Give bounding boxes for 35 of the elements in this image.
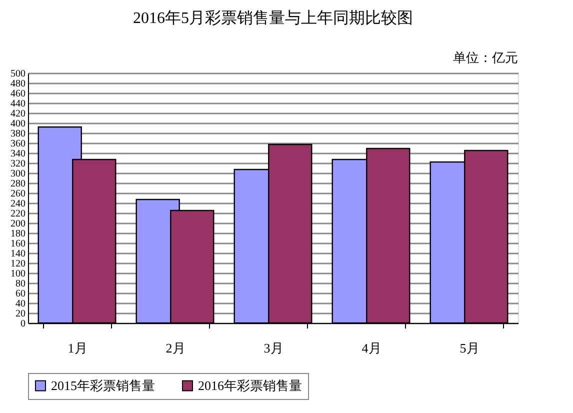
y-tick-label: 100 <box>10 268 26 280</box>
x-tick-label: 5月 <box>460 340 480 356</box>
y-tick-label: 460 <box>10 88 26 100</box>
text: 单位：亿元 <box>453 50 518 65</box>
y-tick-label: 200 <box>10 218 26 230</box>
y-tick-label: 300 <box>10 168 26 180</box>
y-tick-label: 400 <box>10 118 26 130</box>
y-tick-label: 320 <box>10 158 26 170</box>
y-tick-label: 80 <box>16 278 26 290</box>
y-tick-label: 380 <box>10 128 26 140</box>
y-tick-label: 120 <box>10 258 26 270</box>
chart-title: 2016年5月彩票销售量与上年同期比较图 <box>133 9 413 27</box>
y-tick-label: 280 <box>10 178 26 190</box>
x-tick-label: 1月 <box>68 340 88 356</box>
y-tick-label: 20 <box>16 308 26 320</box>
y-tick-label: 500 <box>10 68 26 80</box>
y-tick-label: 260 <box>10 188 26 200</box>
x-tick-label: 3月 <box>264 340 284 356</box>
y-tick-label: 360 <box>10 138 26 150</box>
y-tick-label: 40 <box>16 298 26 310</box>
y-tick-label: 60 <box>16 288 26 300</box>
y-tick-label: 220 <box>10 208 26 220</box>
y-tick-label: 420 <box>10 108 26 120</box>
x-tick-label: 4月 <box>362 340 382 356</box>
y-tick-label: 180 <box>10 228 26 240</box>
y-tick-label: 0 <box>20 318 26 330</box>
legend-label: 2015年彩票销售量 <box>51 378 155 393</box>
y-tick-label: 140 <box>10 248 26 260</box>
legend-label: 2016年彩票销售量 <box>198 378 302 393</box>
x-tick-label: 2月 <box>166 340 186 356</box>
y-tick-label: 240 <box>10 198 26 210</box>
y-tick-label: 160 <box>10 238 26 250</box>
y-tick-label: 480 <box>10 78 26 90</box>
y-tick-label: 440 <box>10 98 26 110</box>
y-tick-label: 340 <box>10 148 26 160</box>
